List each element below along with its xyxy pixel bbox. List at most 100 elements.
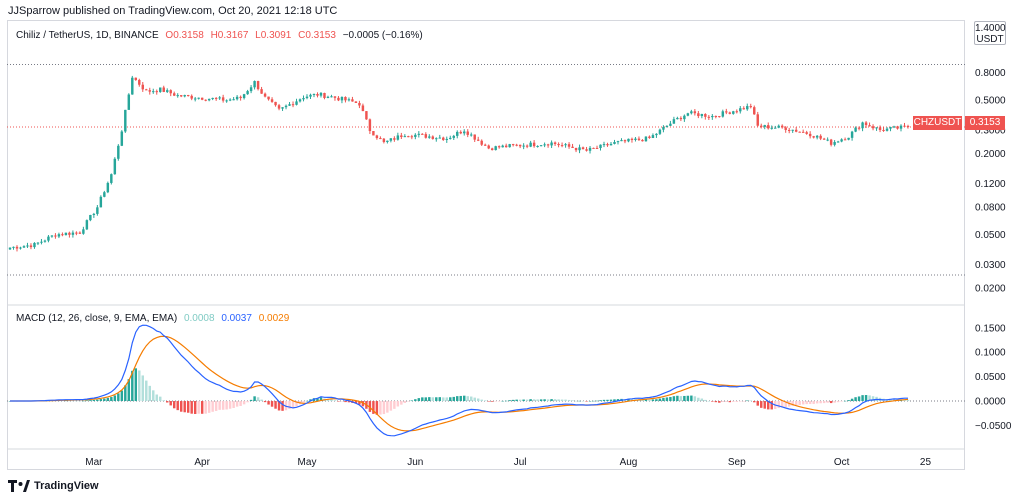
price-axis-tick: 0.1200 xyxy=(975,179,1006,190)
macd-histogram-bar xyxy=(669,397,672,402)
candle xyxy=(361,103,365,112)
macd-histogram-bar xyxy=(368,401,372,412)
candle xyxy=(68,231,71,238)
candle xyxy=(375,134,379,140)
candle xyxy=(508,143,511,148)
macd-histogram-bar xyxy=(697,397,700,402)
macd-histogram-bar xyxy=(214,401,218,411)
candle xyxy=(466,129,469,138)
candle xyxy=(253,80,256,90)
candle xyxy=(131,75,134,95)
candle xyxy=(588,145,592,154)
macd-histogram-bar xyxy=(854,397,857,402)
macd-pane xyxy=(7,324,965,437)
candle xyxy=(791,129,794,133)
macd-histogram-bar xyxy=(89,400,92,402)
candle xyxy=(85,219,89,231)
change-value: −0.0005 (−0.16%) xyxy=(342,30,423,41)
macd-histogram-bar xyxy=(808,401,812,405)
candle xyxy=(536,145,539,148)
macd-histogram-bar xyxy=(767,401,770,410)
candle xyxy=(393,136,396,142)
macd-histogram-bar xyxy=(490,401,494,402)
candle xyxy=(501,144,504,148)
macd-histogram-bar xyxy=(459,395,462,402)
candle xyxy=(704,113,707,120)
macd-histogram-bar xyxy=(256,397,260,402)
macd-histogram-bar xyxy=(746,400,749,402)
publisher-line: JJSparrow published on TradingView.com, … xyxy=(8,5,338,17)
candle xyxy=(190,94,193,101)
candle xyxy=(417,131,421,138)
candle xyxy=(686,112,690,117)
macd-histogram-bar xyxy=(693,396,697,402)
candle xyxy=(127,93,131,110)
currency-unit-button[interactable]: 1.4000 USDT xyxy=(974,21,1006,45)
macd-histogram-bar xyxy=(253,396,256,402)
macd-histogram-bar xyxy=(658,398,662,402)
macd-histogram-value: 0.0008 xyxy=(183,313,215,324)
candle xyxy=(183,94,186,98)
macd-histogram-bar xyxy=(739,401,742,402)
footer-branding[interactable]: TradingView xyxy=(8,480,99,492)
macd-histogram-bar xyxy=(868,395,871,402)
candle xyxy=(235,95,239,101)
macd-histogram-bar xyxy=(372,401,375,414)
macd-histogram-bar xyxy=(225,401,228,410)
candle xyxy=(305,94,309,100)
macd-histogram-bar xyxy=(379,401,382,415)
macd-histogram-bar xyxy=(700,398,704,402)
candle xyxy=(221,94,225,103)
candle xyxy=(372,130,375,136)
macd-histogram-bar xyxy=(277,401,281,411)
candle xyxy=(134,77,138,81)
candle xyxy=(228,98,232,102)
candle xyxy=(169,89,172,97)
candle xyxy=(767,122,770,130)
macd-histogram-bar xyxy=(110,397,113,402)
candle xyxy=(690,109,693,115)
macd-histogram-bar xyxy=(389,401,393,411)
candle xyxy=(655,133,658,138)
candle xyxy=(574,147,578,153)
candle xyxy=(697,110,700,119)
macd-histogram-bar xyxy=(186,401,190,413)
candle xyxy=(885,127,889,132)
candle xyxy=(571,143,574,149)
macd-histogram-bar xyxy=(211,401,214,412)
candle xyxy=(889,126,892,132)
candle xyxy=(602,141,606,148)
candle xyxy=(833,140,836,147)
macd-histogram-bar xyxy=(159,396,162,402)
candle xyxy=(15,245,19,252)
candle xyxy=(330,94,333,98)
candle xyxy=(861,121,864,132)
candle xyxy=(12,246,15,250)
macd-histogram-bar xyxy=(770,401,773,410)
candle xyxy=(57,232,61,239)
candle xyxy=(344,96,347,103)
candle xyxy=(613,139,616,145)
candle xyxy=(819,134,822,141)
macd-histogram-bar xyxy=(683,395,686,402)
candle xyxy=(200,97,204,101)
candle xyxy=(389,138,393,143)
candle xyxy=(120,130,124,147)
candle xyxy=(609,141,613,146)
candle xyxy=(155,89,158,95)
macd-histogram-bar xyxy=(78,400,82,402)
candle xyxy=(75,231,78,236)
macd-histogram-bar xyxy=(316,398,319,402)
macd-histogram-bar xyxy=(242,401,246,405)
candle xyxy=(470,132,473,137)
candle xyxy=(847,137,850,141)
candle xyxy=(267,96,270,101)
candle xyxy=(242,93,246,100)
candle xyxy=(298,98,302,103)
candle xyxy=(316,92,319,98)
candle xyxy=(400,132,403,139)
macd-histogram-bar xyxy=(550,399,553,402)
macd-histogram-bar xyxy=(456,396,459,402)
candle xyxy=(442,136,445,141)
